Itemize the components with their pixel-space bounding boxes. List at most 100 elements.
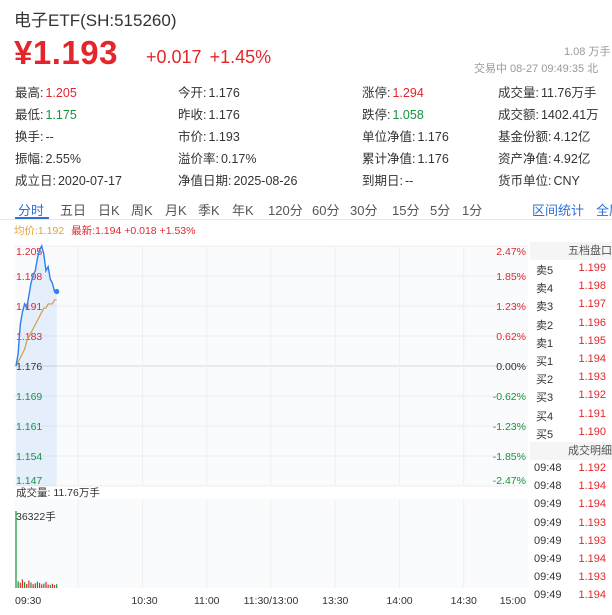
stat-item: 净值日期: 2025-08-26 bbox=[178, 170, 297, 189]
deal-time: 09:49 bbox=[534, 516, 562, 529]
stat-value: 4.12亿 bbox=[553, 130, 591, 144]
fullscreen-button[interactable]: 全屏 bbox=[596, 203, 612, 218]
range-stats-button[interactable]: 区间统计 bbox=[532, 203, 585, 218]
order-book-row: 买3 1.192 bbox=[530, 387, 612, 405]
tab-6[interactable]: 年K bbox=[232, 203, 254, 218]
deal-time: 09:49 bbox=[534, 571, 562, 584]
deal-time: 09:48 bbox=[534, 462, 562, 474]
stat-label: 成交量: bbox=[498, 86, 539, 100]
y-pct-label: 0.00% bbox=[496, 361, 526, 373]
tab-11[interactable]: 5分 bbox=[430, 203, 451, 218]
stat-item: 成交量: 11.76万手 bbox=[498, 82, 596, 101]
tab-2[interactable]: 日K bbox=[98, 203, 120, 218]
order-book-row: 买1 1.194 bbox=[530, 351, 612, 369]
stat-item: 成交额: 1402.41万 bbox=[498, 104, 599, 123]
order-book-row: 卖3 1.197 bbox=[530, 296, 612, 314]
x-time-label: 11:30/13:00 bbox=[244, 595, 299, 607]
deal-time: 09:49 bbox=[534, 553, 562, 565]
stat-value: -- bbox=[404, 174, 414, 188]
deal-row: 09:49 1.194 bbox=[530, 587, 612, 605]
stat-item: 到期日: -- bbox=[362, 170, 413, 189]
stat-label: 成交额: bbox=[498, 108, 539, 122]
stats-row: 最高: 1.205 今开: 1.176 涨停: 1.294 成交量: 11.76万手 bbox=[0, 82, 612, 104]
volume-bar bbox=[21, 579, 24, 588]
order-book-row: 卖4 1.198 bbox=[530, 278, 612, 296]
price-area bbox=[16, 246, 57, 486]
stat-label: 换手: bbox=[15, 130, 44, 144]
stat-item: 成立日: 2020-07-17 bbox=[15, 170, 122, 189]
stat-value: 1.175 bbox=[45, 108, 77, 122]
tab-8[interactable]: 60分 bbox=[312, 203, 340, 218]
tab-10[interactable]: 15分 bbox=[392, 203, 420, 218]
stat-value: 2020-07-17 bbox=[57, 174, 122, 188]
order-book-row: 卖1 1.195 bbox=[530, 333, 612, 351]
volume-bar bbox=[47, 584, 49, 588]
stat-item: 跌停: 1.058 bbox=[362, 104, 424, 123]
volume-bar bbox=[49, 584, 51, 588]
deal-price: 1.193 bbox=[578, 516, 606, 529]
deal-price: 1.192 bbox=[578, 462, 606, 474]
deal-time: 09:48 bbox=[534, 480, 562, 493]
deal-row: 09:49 1.194 bbox=[530, 496, 612, 514]
stat-value: 1.058 bbox=[392, 108, 424, 122]
x-time-label: 09:30 bbox=[15, 595, 41, 607]
volume-bar bbox=[15, 511, 17, 588]
tab-1[interactable]: 五日 bbox=[60, 203, 87, 218]
stat-label: 涨停: bbox=[362, 86, 391, 100]
order-book-label: 买1 bbox=[536, 356, 554, 368]
tab-3[interactable]: 周K bbox=[131, 203, 153, 218]
order-book-label: 卖3 bbox=[536, 301, 554, 314]
stat-item: 昨收: 1.176 bbox=[178, 104, 240, 123]
deal-price: 1.194 bbox=[578, 553, 606, 565]
order-book-label: 买2 bbox=[536, 374, 554, 387]
stat-value: 1.176 bbox=[208, 108, 240, 122]
y-price-label: 1.147 bbox=[16, 475, 42, 487]
stat-value: CNY bbox=[553, 174, 580, 188]
y-price-label: 1.169 bbox=[16, 391, 42, 403]
stat-item: 振幅: 2.55% bbox=[15, 148, 81, 167]
stat-value: 1.176 bbox=[208, 86, 240, 100]
stat-item: 市价: 1.193 bbox=[178, 126, 240, 145]
tab-12[interactable]: 1分 bbox=[462, 203, 483, 218]
order-book-label: 卖5 bbox=[536, 265, 554, 277]
stat-value: 1.294 bbox=[392, 86, 424, 100]
stat-label: 净值日期: bbox=[178, 174, 232, 188]
stat-label: 振幅: bbox=[15, 152, 44, 166]
y-pct-label: 1.85% bbox=[496, 271, 526, 283]
y-pct-label: -0.62% bbox=[493, 391, 526, 403]
deal-row: 09:49 1.193 bbox=[530, 515, 612, 533]
tab-5[interactable]: 季K bbox=[198, 203, 220, 218]
tab-9[interactable]: 30分 bbox=[350, 203, 378, 218]
stat-label: 今开: bbox=[178, 86, 207, 100]
x-time-label: 13:30 bbox=[322, 595, 348, 607]
order-book-panel: 五档盘口 成交明细 卖5 1.199 卖4 1.198 卖3 1.197 卖2 1.196 卖1… bbox=[530, 242, 612, 601]
volume-bar bbox=[43, 583, 45, 588]
price-change: +0.017 +1.45% bbox=[146, 47, 279, 68]
order-book-label: 买4 bbox=[536, 410, 554, 423]
trading-status: 交易中 08-27 09:49:35 北 bbox=[474, 63, 599, 75]
stat-value: 0.17% bbox=[220, 152, 257, 166]
intraday-chart[interactable]: 1.2052.47%1.1981.85%1.1911.23%1.1830.62%… bbox=[0, 236, 530, 615]
stat-label: 最高: bbox=[15, 86, 44, 100]
y-price-label: 1.161 bbox=[16, 421, 42, 433]
stat-value: 1.193 bbox=[208, 130, 240, 144]
tab-4[interactable]: 月K bbox=[165, 203, 187, 218]
stat-label: 溢价率: bbox=[178, 152, 219, 166]
order-book-price: 1.198 bbox=[578, 280, 606, 293]
deal-row: 09:48 1.194 bbox=[530, 478, 612, 496]
tab-0[interactable]: 分时 bbox=[18, 203, 45, 218]
order-book-row: 买2 1.193 bbox=[530, 369, 612, 387]
stat-item: 涨停: 1.294 bbox=[362, 82, 424, 101]
stat-value: 1402.41万 bbox=[540, 108, 599, 122]
avg-price-line bbox=[15, 299, 57, 367]
order-book-price: 1.195 bbox=[578, 334, 606, 347]
order-book-row: 卖2 1.196 bbox=[530, 315, 612, 333]
stat-item: 最低: 1.175 bbox=[15, 104, 77, 123]
stat-label: 市价: bbox=[178, 130, 207, 144]
y-pct-label: -1.85% bbox=[493, 451, 526, 463]
latest-price-dot bbox=[54, 288, 60, 295]
deals-title: 成交明细 bbox=[530, 442, 612, 460]
tab-7[interactable]: 120分 bbox=[268, 203, 303, 218]
stat-item: 基金份额: 4.12亿 bbox=[498, 126, 590, 145]
